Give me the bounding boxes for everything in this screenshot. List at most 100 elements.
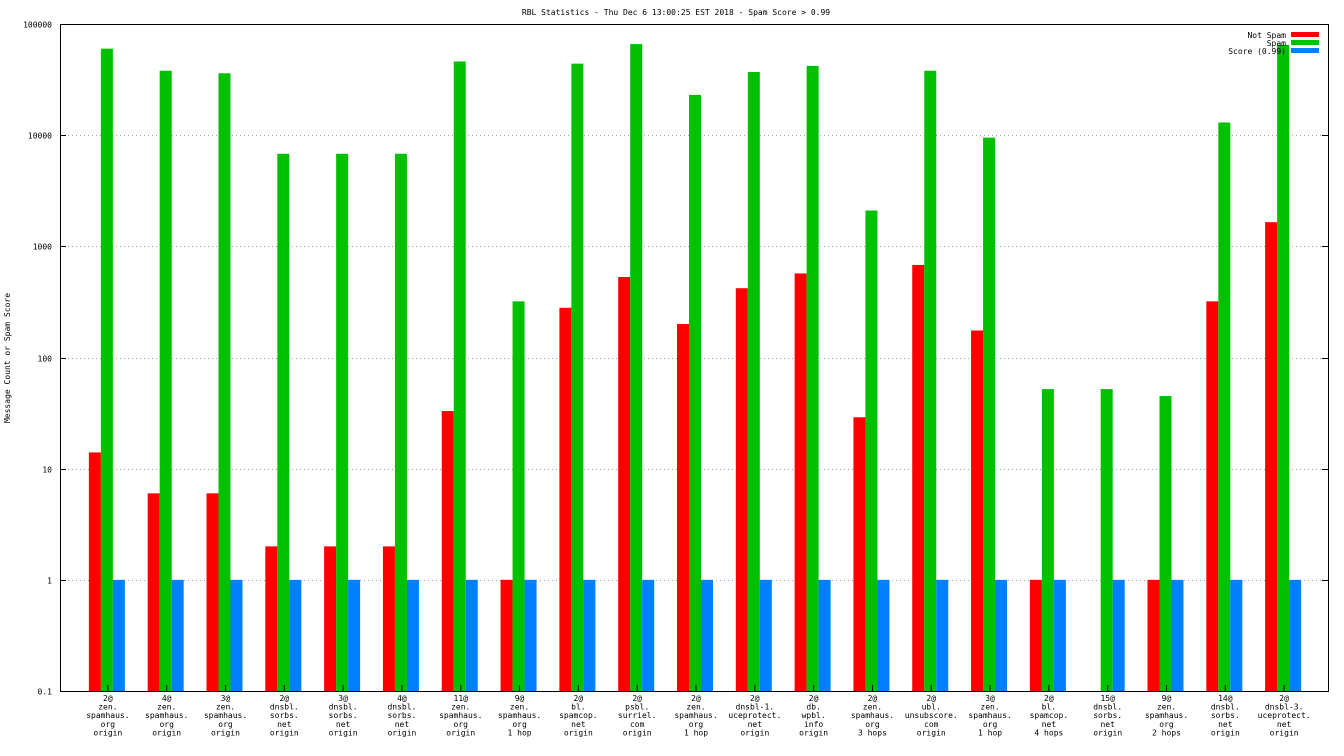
bar-score-0-99	[112, 579, 125, 691]
x-tick-label: 3@ dnsbl. sorbs. net origin	[329, 694, 358, 737]
bar-score-0-99	[465, 579, 478, 691]
y-tick-label: 1	[47, 577, 52, 586]
bar-not-spam	[1206, 301, 1219, 691]
bar-score-0-99	[583, 579, 596, 691]
legend-label: Spam	[1267, 39, 1286, 48]
x-tick-label: 2@ bl. spamcop. net 4 hops	[1030, 694, 1069, 737]
bar-spam	[1218, 122, 1231, 692]
x-tick-label: 9@ zen. spamhaus. org 1 hop	[498, 694, 541, 737]
legend-swatch	[1291, 32, 1319, 37]
bar-spam	[747, 72, 760, 691]
bar-score-0-99	[642, 579, 655, 691]
x-tick-label: 11@ zen. spamhaus. org origin	[439, 694, 482, 737]
x-tick-label: 4@ zen. spamhaus. org origin	[145, 694, 188, 737]
bar-score-0-99	[759, 579, 772, 691]
bar-score-0-99	[995, 579, 1008, 691]
x-tick-label: 15@ dnsbl. sorbs. net origin	[1093, 694, 1122, 737]
bar-score-0-99	[1112, 579, 1125, 691]
bar-score-0-99	[1171, 579, 1184, 691]
y-tick-label: 10	[42, 466, 52, 475]
bar-not-spam	[677, 324, 689, 691]
bar-spam	[689, 94, 701, 691]
bar-not-spam	[853, 417, 866, 691]
bar-spam	[806, 65, 819, 691]
y-tick-label: 1000	[33, 243, 52, 252]
bar-not-spam	[794, 273, 807, 691]
bar-score-0-99	[406, 579, 419, 691]
bar-spam	[512, 301, 525, 691]
x-ticks: 2@ zen. spamhaus. org origin 4@ zen. spamhaus. o…	[86, 685, 1311, 737]
x-tick-label: 2@ psbl. surriel. com origin	[618, 694, 657, 737]
x-tick-label: 3@ zen. spamhaus. org origin	[204, 694, 247, 737]
bar-spam	[571, 63, 584, 692]
bar-spam	[1159, 396, 1172, 691]
bar-spam	[394, 153, 407, 692]
x-tick-label: 3@ zen. spamhaus. org 1 hop	[968, 694, 1011, 737]
bar-not-spam	[88, 452, 101, 691]
bar-not-spam	[971, 330, 984, 691]
legend-swatch	[1291, 40, 1319, 45]
bar-spam	[453, 61, 466, 691]
bar-not-spam	[147, 493, 160, 691]
bar-spam	[924, 70, 937, 692]
x-tick-label: 2@ ubl. unsubscore. com origin	[905, 694, 958, 737]
bar-not-spam	[500, 579, 513, 691]
bar-spam	[1100, 389, 1113, 691]
bar-score-0-99	[289, 579, 302, 691]
legend-label: Score (0.99)	[1228, 47, 1286, 56]
x-tick-label: 2@ dnsbl-3. uceprotect. net origin	[1258, 694, 1311, 737]
bar-spam	[218, 73, 231, 692]
bar-score-0-99	[818, 579, 831, 691]
legend-swatch	[1291, 48, 1319, 53]
x-tick-label: 14@ dnsbl. sorbs. net origin	[1211, 694, 1240, 737]
x-tick-label: 2@ dnsbl. sorbs. net origin	[270, 694, 299, 737]
bar-not-spam	[1147, 579, 1160, 691]
y-axis-label: Message Count or Spam Score	[3, 293, 12, 423]
bar-score-0-99	[1289, 579, 1302, 691]
bar-score-0-99	[1053, 579, 1066, 691]
x-tick-label: 2@ zen. spamhaus. org origin	[86, 694, 129, 737]
bar-score-0-99	[936, 579, 949, 691]
bar-score-0-99	[701, 579, 713, 691]
x-tick-label: 2@ db. wpbl. info origin	[799, 694, 828, 737]
bars	[88, 44, 1302, 692]
legend-label: Not Spam	[1247, 31, 1286, 40]
bar-not-spam	[265, 546, 278, 691]
bar-not-spam	[382, 546, 395, 691]
y-tick-label: 0.1	[38, 688, 53, 697]
bar-not-spam	[1265, 222, 1278, 691]
bar-spam	[159, 70, 172, 692]
chart-title: RBL Statistics - Thu Dec 6 13:00:25 EST …	[522, 8, 830, 17]
bar-score-0-99	[348, 579, 361, 691]
x-tick-label: 2@ zen. spamhaus. org 3 hops	[851, 694, 894, 737]
bar-score-0-99	[524, 579, 537, 691]
bar-spam	[1277, 44, 1290, 692]
bar-score-0-99	[230, 579, 243, 691]
bar-not-spam	[912, 264, 925, 691]
bar-not-spam	[1029, 579, 1042, 691]
x-tick-label: 2@ dnsbl-1. uceprotect. net origin	[728, 694, 781, 737]
x-tick-label: 9@ zen. spamhaus. org 2 hops	[1145, 694, 1188, 737]
bar-spam	[277, 153, 290, 692]
x-tick-label: 2@ bl. spamcop. net origin	[559, 694, 598, 737]
y-ticks: 0.1 1 10 100 1000 10000 100000	[23, 21, 1328, 697]
bar-score-0-99	[877, 579, 890, 691]
bar-not-spam	[206, 493, 219, 691]
x-tick-label: 2@ zen. spamhaus. org 1 hop	[674, 694, 717, 737]
y-tick-label: 100000	[23, 21, 52, 30]
y-tick-label: 100	[38, 355, 53, 364]
bar-score-0-99	[1230, 579, 1243, 691]
bar-spam	[100, 48, 113, 692]
bar-spam	[983, 137, 996, 691]
bar-spam	[630, 44, 643, 692]
bar-not-spam	[324, 546, 337, 691]
bar-not-spam	[441, 411, 454, 691]
x-tick-label: 4@ dnsbl. sorbs. net origin	[387, 694, 416, 737]
bar-not-spam	[735, 288, 748, 691]
bar-spam	[1041, 389, 1054, 691]
bar-score-0-99	[171, 579, 184, 691]
bar-not-spam	[559, 307, 572, 691]
bar-spam	[336, 153, 349, 692]
